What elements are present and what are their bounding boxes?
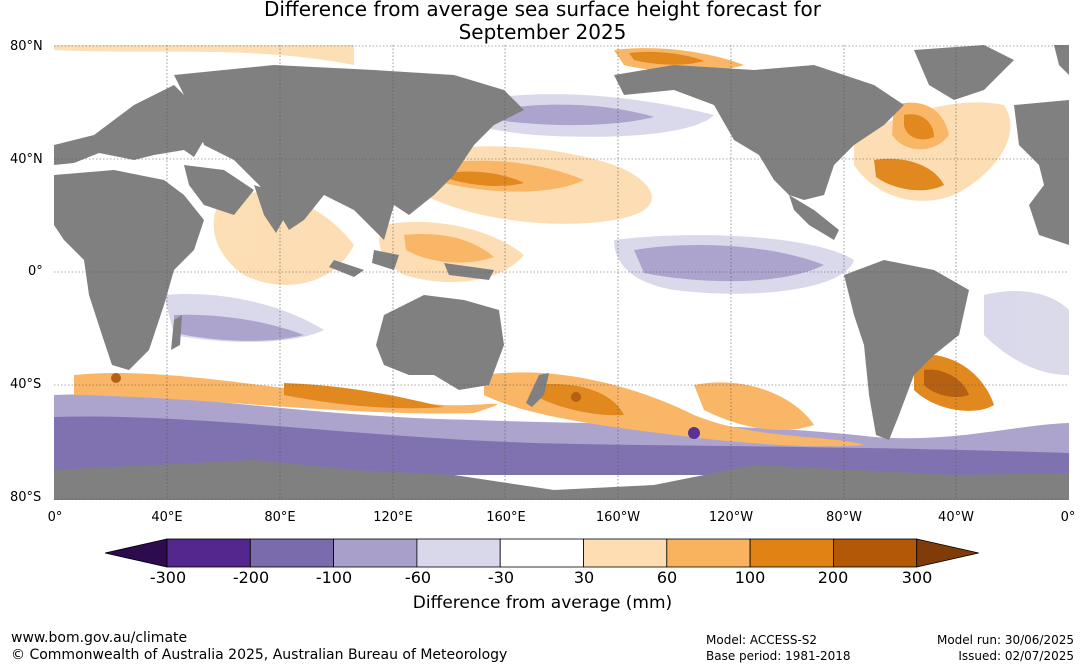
lat-label-40s: 40°S (10, 377, 42, 392)
lon-label-80w: 80°W (826, 510, 862, 525)
lat-label-80s: 80°S (10, 490, 42, 505)
lon-label-40e: 40°E (151, 510, 183, 525)
colorbar-segment (583, 538, 668, 568)
lat-label-80n: 80°N (10, 39, 43, 54)
colorbar-segment (749, 538, 834, 568)
colorbar-tick-label: 300 (901, 568, 933, 587)
map-canvas (54, 45, 1069, 500)
footer-base-period: Base period: 1981-2018 (706, 649, 851, 663)
colorbar-segment (166, 538, 251, 568)
lat-label-40n: 40°N (10, 152, 43, 167)
colorbar-segment (833, 538, 918, 568)
colorbar-segment (333, 538, 418, 568)
colorbar-tick-label: 200 (817, 568, 849, 587)
colorbar-extend-low (105, 538, 168, 568)
colorbar-tick-label: 100 (734, 568, 766, 587)
footer-model: Model: ACCESS-S2 (706, 633, 818, 647)
graticule (54, 45, 1069, 500)
colorbar-tick-label: -300 (149, 568, 187, 587)
colorbar-tick-label: 30 (573, 568, 595, 587)
map-title-line-1: Difference from average sea surface heig… (263, 0, 822, 21)
sea-surface-height-map (54, 45, 1069, 500)
footer-website: www.bom.gov.au/climate (11, 630, 188, 646)
lon-label-120w: 120°W (708, 510, 754, 525)
footer-copyright: © Commonwealth of Australia 2025, Austra… (11, 647, 508, 663)
lon-label-120e: 120°E (373, 510, 413, 525)
footer-model-run: Model run: 30/06/2025 (936, 633, 1074, 647)
lon-label-40w: 40°W (938, 510, 974, 525)
colorbar-segment (416, 538, 501, 568)
colorbar-tick-label: -30 (487, 568, 515, 587)
lon-label-0-left: 0° (47, 510, 63, 525)
land (54, 45, 1069, 500)
colorbar-segment (666, 538, 751, 568)
colorbar-segment (499, 538, 584, 568)
lon-label-160e: 160°E (486, 510, 526, 525)
colorbar-label: Difference from average (mm) (412, 593, 673, 613)
lon-label-80e: 80°E (264, 510, 296, 525)
colorbar-segment (249, 538, 335, 568)
colorbar (105, 538, 979, 568)
map-title-line-2: September 2025 (458, 20, 627, 44)
lon-label-0-right: 0° (1060, 510, 1076, 525)
colorbar-extend-high (916, 538, 979, 568)
footer-issued: Issued: 02/07/2025 (958, 649, 1074, 663)
colorbar-tick-label: -60 (404, 568, 432, 587)
colorbar-tick-label: -200 (232, 568, 270, 587)
lon-label-160w: 160°W (595, 510, 641, 525)
anomaly-shading (54, 45, 1069, 475)
lat-label-equator: 0° (28, 264, 43, 279)
colorbar-tick-label: 60 (656, 568, 678, 587)
colorbar-tick-label: -100 (315, 568, 353, 587)
